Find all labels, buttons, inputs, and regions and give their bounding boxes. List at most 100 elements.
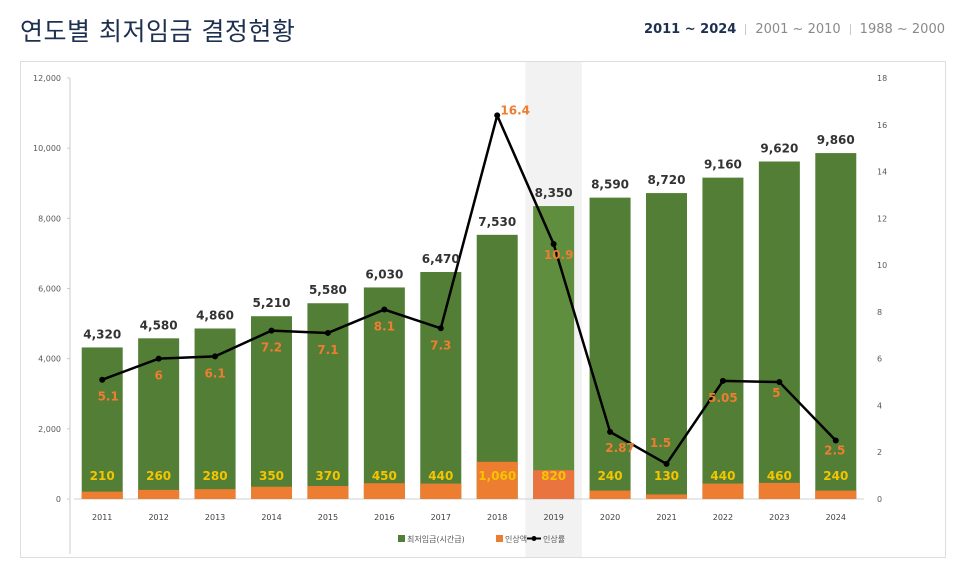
x-axis-tick-label: 2020	[600, 513, 620, 522]
increase-rate-line	[101, 114, 837, 466]
right-axis-tick-label: 10	[877, 261, 887, 270]
minimum-wage-data-label: 4,860	[196, 308, 234, 322]
minimum-wage-bar	[363, 287, 405, 499]
period-tabs: 2011 ~ 2024 2001 ~ 2010 1988 ~ 2000	[644, 22, 945, 37]
right-axis-tick-label: 0	[877, 495, 882, 504]
tab-divider	[745, 24, 747, 35]
increase-amount-data-label: 370	[315, 469, 340, 483]
increase-rate-data-label: 5	[772, 386, 780, 400]
increase-rate-point	[494, 112, 501, 119]
increase-amount-bar	[476, 461, 518, 499]
minimum-wage-data-label: 9,620	[760, 141, 798, 155]
minimum-wage-bar	[646, 193, 687, 499]
increase-rate-data-label: 5.1	[98, 390, 119, 404]
x-axis-tick-label: 2017	[431, 513, 451, 522]
increase-rate-point	[719, 377, 726, 384]
right-axis-tick-label: 4	[877, 401, 882, 410]
legend-label-minimum-wage: 최저임금(시간급)	[407, 534, 465, 544]
x-axis-tick-label: 2014	[261, 513, 281, 522]
minimum-wage-chart: 0 2,000 4,000 6,000 8,000 10,000 12,000 0 2 4 6 8 10…	[33, 62, 887, 557]
increase-amount-bar	[702, 483, 744, 499]
left-axis-tick-label: 6,000	[38, 285, 61, 294]
increase-amount-bar	[420, 483, 462, 499]
right-axis-tick-label: 8	[877, 308, 882, 317]
increase-amount-bar	[589, 490, 631, 499]
legend-label-increase-amount: 인상액	[505, 534, 527, 544]
minimum-wage-data-label: 8,350	[535, 186, 573, 200]
increase-rate-data-label: 2.5	[824, 444, 845, 458]
increase-rate-data-label: 7.3	[430, 338, 451, 352]
x-axis-tick-label: 2018	[487, 513, 507, 522]
increase-amount-data-label: 280	[203, 469, 228, 483]
x-axis-tick-label: 2024	[826, 513, 846, 522]
minimum-wage-bar	[533, 206, 575, 499]
increase-rate-point	[381, 306, 388, 313]
left-axis-tick-label: 12,000	[33, 74, 61, 83]
right-axis-tick-label: 18	[877, 74, 887, 83]
tab-1988-2000[interactable]: 1988 ~ 2000	[859, 22, 945, 37]
increase-rate-data-label: 7.1	[317, 343, 338, 357]
chart-frame: 0 2,000 4,000 6,000 8,000 10,000 12,000 0 2 4 6 8 10…	[20, 61, 946, 558]
increase-amount-bar	[138, 489, 180, 499]
increase-amount-bar	[363, 483, 405, 499]
increase-rate-data-label: 6.1	[204, 366, 225, 380]
increase-rate-point	[155, 355, 162, 362]
left-axis-tick-label: 2,000	[38, 425, 61, 434]
x-axis-tick-label: 2022	[713, 513, 733, 522]
increase-amount-data-label: 350	[259, 469, 284, 483]
minimum-wage-bar	[81, 347, 123, 499]
increase-amount-data-label: 240	[823, 469, 848, 483]
x-axis-tick-label: 2012	[148, 513, 168, 522]
increase-amount-bar	[81, 491, 123, 499]
x-axis-tick-label: 2011	[92, 513, 112, 522]
increase-rate-data-label: 6	[154, 369, 162, 383]
minimum-wage-bar	[758, 161, 800, 499]
increase-rate-point	[663, 460, 670, 467]
x-axis-tick-label: 2019	[543, 513, 563, 522]
increase-amount-data-label: 440	[428, 469, 453, 483]
increase-rate-point	[437, 325, 444, 332]
minimum-wage-data-label: 9,860	[817, 133, 855, 147]
increase-amount-bar	[251, 486, 292, 499]
right-axis-tick-label: 6	[877, 355, 882, 364]
increase-amount-data-label: 130	[654, 469, 679, 483]
right-axis-tick-label: 14	[877, 168, 887, 177]
minimum-wage-data-label: 6,030	[365, 267, 403, 281]
legend-swatch-minimum-wage	[398, 535, 405, 542]
increase-rate-data-label: 5.05	[708, 391, 738, 405]
page-title: 연도별 최저임금 결정현황	[20, 17, 296, 46]
increase-rate-data-label: 2.87	[605, 441, 635, 455]
increase-rate-point	[776, 379, 783, 386]
increase-amount-data-label: 1,060	[478, 469, 516, 483]
minimum-wage-bar	[251, 316, 292, 499]
increase-amount-data-label: 450	[372, 469, 397, 483]
increase-amount-data-label: 820	[541, 469, 566, 483]
right-axis-tick-label: 12	[877, 214, 887, 223]
minimum-wage-data-label: 7,530	[478, 215, 516, 229]
minimum-wage-bar	[420, 272, 462, 499]
legend-swatch-increase-amount	[496, 535, 503, 542]
increase-rate-data-label: 7.2	[261, 341, 282, 355]
tab-2011-2024[interactable]: 2011 ~ 2024	[644, 22, 737, 37]
increase-amount-bar	[194, 489, 236, 499]
minimum-wage-data-label: 4,580	[140, 318, 178, 332]
left-axis-tick-label: 10,000	[33, 144, 61, 153]
increase-amount-data-label: 440	[710, 469, 735, 483]
increase-amount-bar	[758, 482, 800, 499]
x-axis-tick-label: 2023	[769, 513, 789, 522]
minimum-wage-bar	[589, 197, 631, 500]
right-axis-tick-label: 2	[877, 448, 882, 457]
minimum-wage-data-label: 5,210	[253, 296, 291, 310]
increase-rate-point	[212, 353, 219, 360]
increase-amount-bar	[815, 490, 857, 499]
minimum-wage-data-label: 8,590	[591, 178, 629, 192]
left-axis-tick-label: 4,000	[38, 355, 61, 364]
minimum-wage-bar	[702, 177, 744, 499]
tab-2001-2010[interactable]: 2001 ~ 2010	[755, 22, 841, 37]
increase-rate-point	[268, 327, 275, 334]
increase-rate-point	[99, 376, 106, 383]
right-axis-tick-label: 16	[877, 121, 887, 130]
minimum-wage-data-label: 9,160	[704, 158, 742, 172]
minimum-wage-data-label: 4,320	[83, 327, 121, 341]
increase-amount-data-label: 260	[146, 469, 171, 483]
